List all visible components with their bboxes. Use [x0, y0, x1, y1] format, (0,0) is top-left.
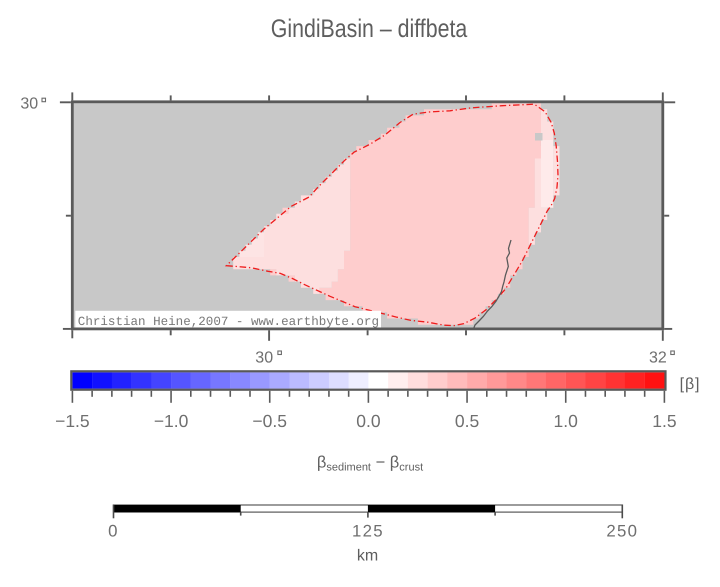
svg-text:km: km [357, 547, 378, 564]
svg-text:0.5: 0.5 [455, 411, 479, 431]
svg-text:1.0: 1.0 [554, 411, 579, 431]
svg-text:125: 125 [352, 522, 384, 541]
svg-text:−1.5: −1.5 [55, 411, 90, 431]
svg-text:30: 30 [20, 96, 38, 113]
svg-text:1.5: 1.5 [652, 411, 676, 431]
svg-text:GindiBasin – diffbeta: GindiBasin – diffbeta [271, 15, 468, 43]
svg-text:0.0: 0.0 [356, 411, 381, 431]
svg-text:−0.5: −0.5 [252, 411, 287, 431]
svg-text:Christian Heine,2007 - www.ear: Christian Heine,2007 - www.earthbyte.org [78, 315, 379, 329]
svg-text:250: 250 [606, 522, 638, 541]
svg-text:−1.0: −1.0 [154, 411, 189, 431]
svg-text:32: 32 [649, 350, 667, 367]
svg-text:30: 30 [255, 350, 273, 367]
svg-text:[β]: [β] [680, 376, 701, 393]
svg-text:0: 0 [108, 522, 119, 541]
